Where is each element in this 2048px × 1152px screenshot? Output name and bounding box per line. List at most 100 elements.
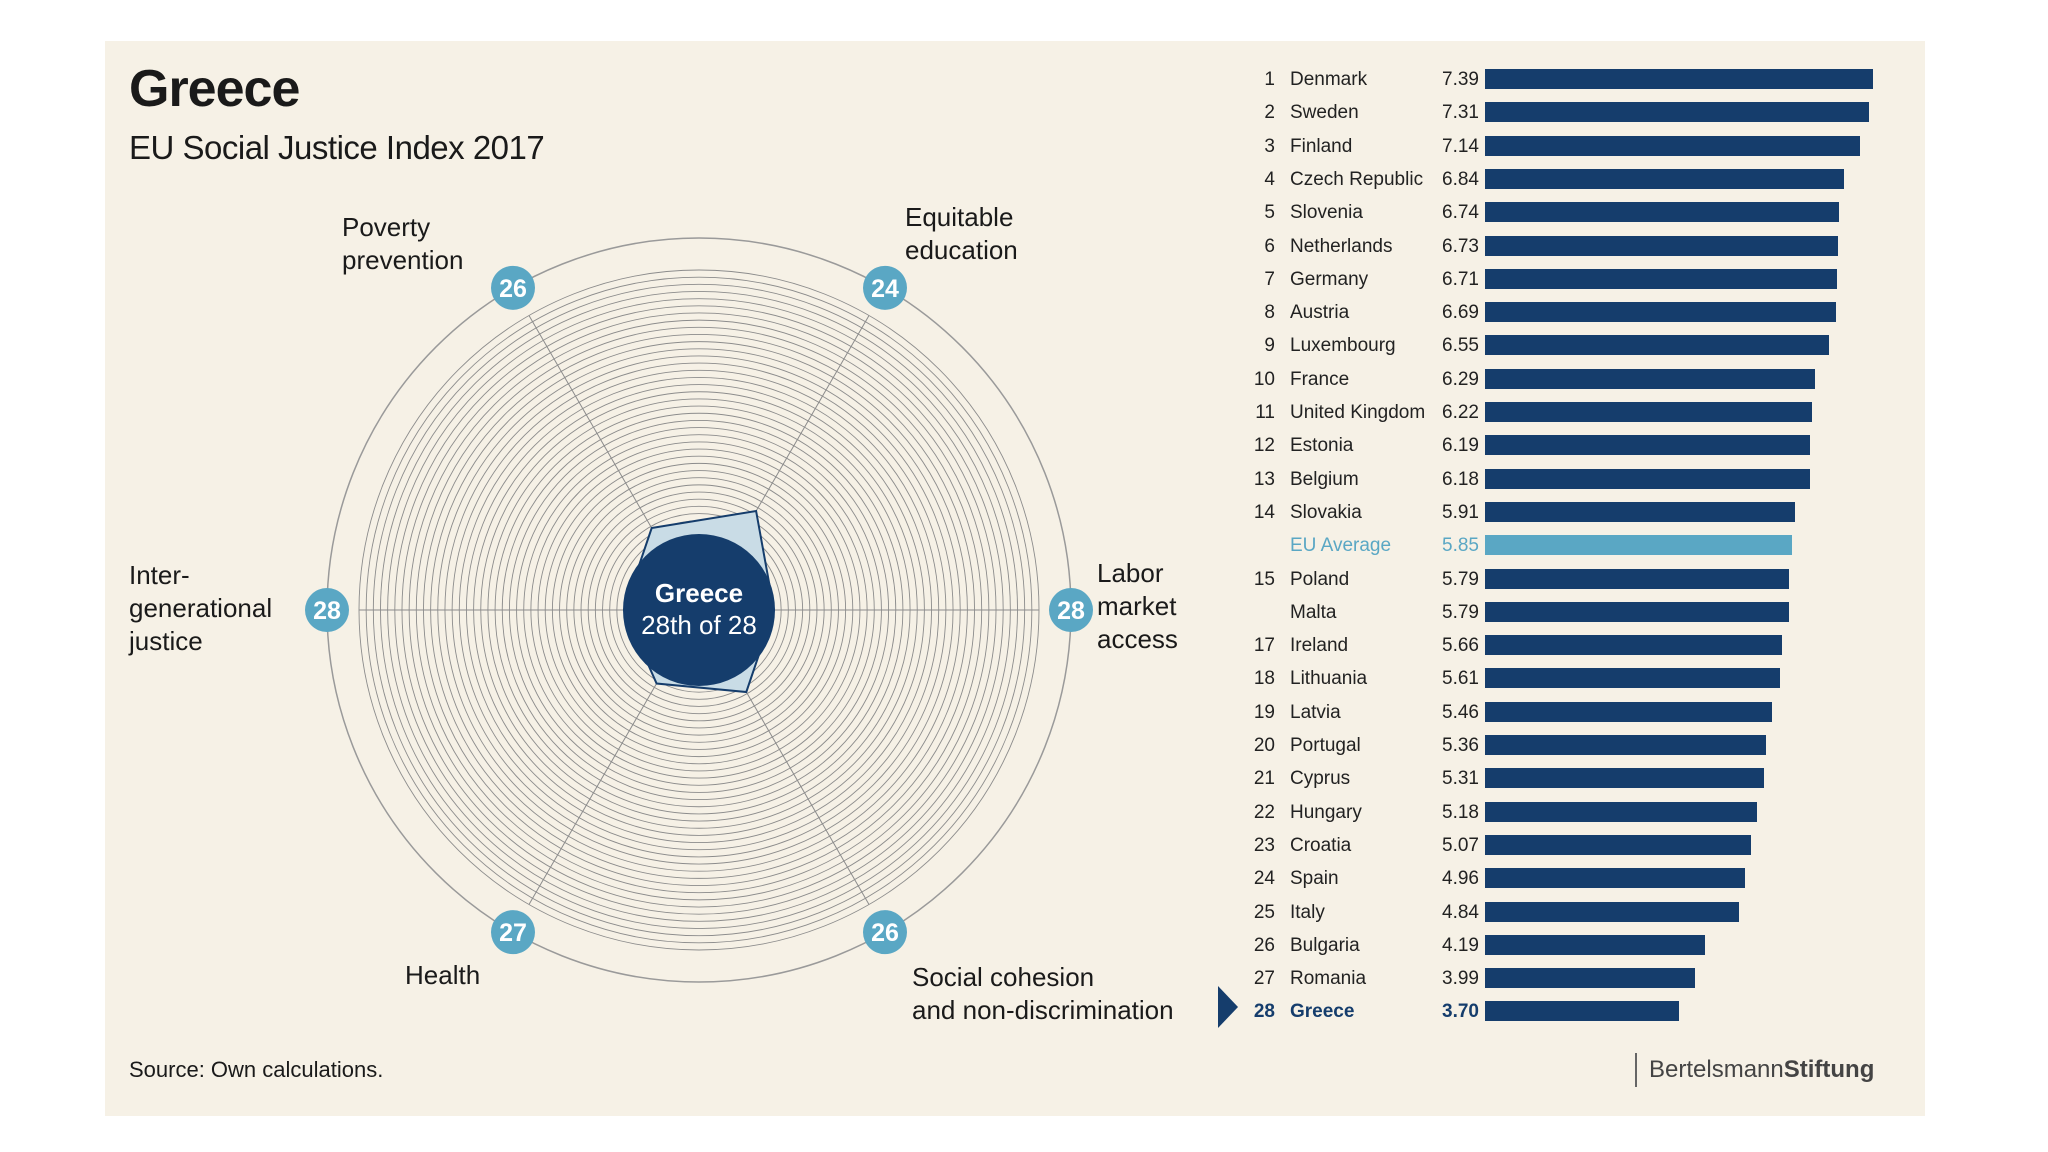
rank-badge-value: 26 [871,919,899,947]
ranking-value: 3.70 [1442,1001,1479,1023]
ranking-country: Ireland [1290,635,1349,657]
ranking-country: Denmark [1290,69,1368,90]
ranking-rank: 4 [1264,168,1275,190]
dimension-label-labor-market-access: Labor market access [1097,558,1178,654]
ranking-bar [1485,468,1810,489]
rank-badge [863,265,907,310]
source-note: Source: Own calculations. [129,1057,384,1082]
ranking-bar [1485,668,1780,689]
ranking-row: 8 Austria 6.69 [1235,296,1915,329]
ranking-row: 19 Latvia 5.46 [1235,696,1915,729]
ranking-country: Estonia [1290,435,1354,457]
ranking-row: 23 Croatia 5.07 [1235,829,1915,862]
ranking-rank: 21 [1253,768,1275,790]
rank-badge [491,265,535,310]
ranking-row: 14 Slovakia 5.91 [1235,496,1915,529]
ranking-value: 5.79 [1442,601,1479,623]
ranking-value: 6.29 [1442,368,1479,390]
ranking-country: Romania [1290,968,1367,990]
ranking-row: 25 Italy 4.84 [1235,896,1915,929]
ranking-country: Italy [1290,901,1325,923]
rank-badge [863,910,907,955]
ranking-row: 27 Romania 3.99 [1235,962,1915,995]
ranking-country: Cyprus [1290,768,1351,790]
infographic-card: Greece 28th of 28 26 24 28 26 27 28 Greece EU S… [105,41,1925,1116]
ranking-country: Austria [1290,302,1350,324]
ranking-rank: 8 [1264,302,1275,324]
ranking-bar [1485,268,1838,289]
ranking-rank: 10 [1253,368,1275,390]
center-disc [623,534,775,686]
ranking-value: 6.74 [1442,202,1479,224]
rank-badge [1049,588,1093,632]
ranking-rank: 7 [1264,268,1275,290]
page-title: Greece [129,60,300,118]
ranking-country: Portugal [1290,735,1361,756]
ranking-bar [1485,834,1752,855]
ranking-bar [1485,69,1873,89]
ranking-rank: 2 [1264,102,1275,124]
ranking-value: 5.66 [1442,635,1479,657]
ranking-row: 21 Cyprus 5.31 [1235,762,1915,795]
ranking-value: 5.79 [1442,568,1479,590]
ranking-value: 7.39 [1442,69,1479,90]
ranking-bar [1485,368,1816,389]
ranking-bar [1485,202,1839,223]
ranking-value: 4.19 [1442,934,1479,956]
ranking-bar [1485,768,1764,789]
ranking-bar [1485,302,1837,323]
ranking-row: 10 France 6.29 [1235,363,1915,396]
ranking-bar [1485,501,1796,522]
ranking-row: 2 Sweden 7.31 [1235,96,1915,129]
ranking-bar [1485,801,1757,822]
ranking-value: 5.46 [1442,701,1479,723]
ranking-row: 17 Ireland 5.66 [1235,629,1915,662]
ranking-bar [1485,701,1772,722]
ranking-country: Poland [1290,568,1350,590]
ranking-country: Hungary [1290,801,1362,823]
ranking-row: 13 Belgium 6.18 [1235,463,1915,496]
ranking-bar [1485,535,1793,556]
dimension-label-poverty-prevention: Poverty prevention [342,212,464,275]
ranking-row: 15 Poland 5.79 [1235,563,1915,596]
ranking-row: 28 Greece 3.70 [1235,995,1915,1028]
page-subtitle: EU Social Justice Index 2017 [129,129,545,166]
ranking-country: Slovenia [1290,202,1363,224]
ranking-value: 5.07 [1442,834,1479,856]
ranking-country: United Kingdom [1290,402,1426,423]
ranking-bar [1485,868,1746,889]
ranking-value: 4.84 [1442,901,1479,923]
rank-badge-value: 27 [499,919,527,947]
ranking-row: 4 Czech Republic 6.84 [1235,163,1915,196]
ranking-bar [1485,102,1869,123]
ranking-value: 7.14 [1442,135,1479,157]
ranking-value: 5.91 [1442,501,1479,523]
ranking-country: Belgium [1290,468,1359,490]
ranking-row: 3 Finland 7.14 [1235,130,1915,163]
ranking-value: 5.61 [1442,668,1479,690]
ranking-row: 22 Hungary 5.18 [1235,796,1915,829]
ranking-country: Malta [1290,601,1337,623]
ranking-rank: 18 [1253,668,1275,690]
ranking-country: Netherlands [1290,235,1393,257]
ranking-rank: 6 [1264,235,1275,257]
ranking-bar [1485,635,1783,656]
rank-badge-value: 24 [871,275,899,303]
ranking-rank: 15 [1253,568,1275,590]
ranking-row: 20 Portugal 5.36 [1235,729,1915,762]
ranking-bar [1485,901,1740,922]
ranking-country: Croatia [1290,834,1352,856]
ranking-bar [1485,402,1812,422]
brand-logo: BertelsmannStiftung [1635,1053,1874,1087]
ranking-country: Spain [1290,868,1339,890]
rank-badge-value: 26 [499,275,527,303]
ranking-bar [1485,934,1705,955]
ranking-row: 12 Estonia 6.19 [1235,429,1915,462]
ranking-value: 6.19 [1442,435,1479,457]
rank-badge-value: 28 [313,597,341,625]
ranking-country: Czech Republic [1290,168,1424,190]
ranking-row: 1 Denmark 7.39 [1235,63,1915,96]
ranking-row: 6 Netherlands 6.73 [1235,230,1915,263]
ranking-country: Slovakia [1290,501,1362,523]
